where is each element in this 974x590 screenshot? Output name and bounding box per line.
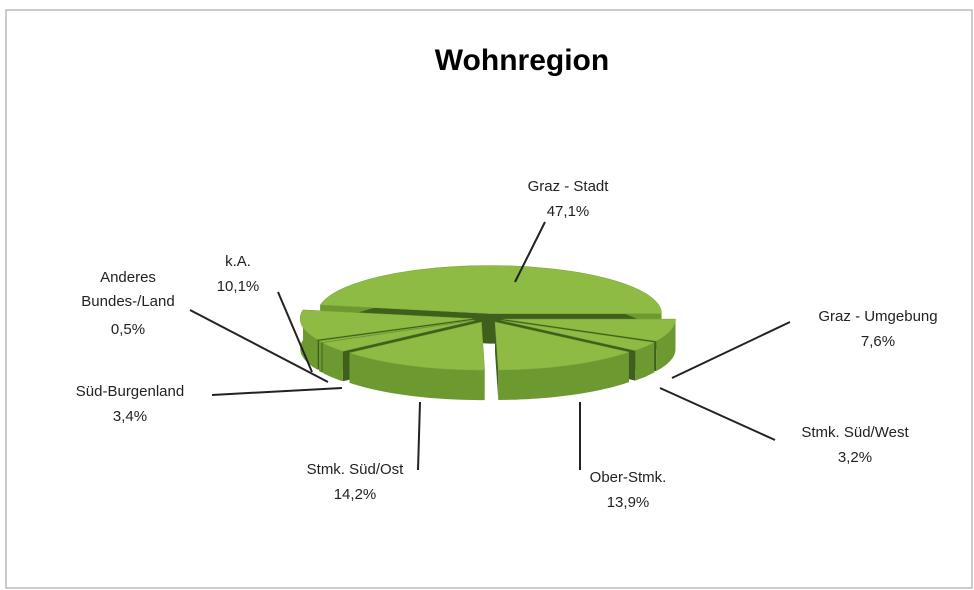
category-label: Ober-Stmk. <box>590 469 667 486</box>
category-label: Süd-Burgenland <box>76 383 184 400</box>
category-label: k.A. <box>225 253 251 270</box>
leader-line <box>514 221 546 283</box>
category-label: Graz - Umgebung <box>818 308 937 325</box>
slice-edge-wall <box>495 322 499 400</box>
slice-top <box>503 318 676 342</box>
value-label: 7,6% <box>861 333 895 350</box>
slice-top <box>501 320 656 351</box>
leader-line <box>671 321 791 379</box>
slice-outer-wall <box>498 352 629 400</box>
slice-top <box>321 320 475 352</box>
slice-top <box>299 309 473 340</box>
value-label: 47,1% <box>547 203 590 220</box>
category-label: Anderes Bundes-/Land <box>81 269 174 310</box>
slice-outer-wall <box>349 352 485 401</box>
chart-title: Wohnregion <box>435 44 609 77</box>
slice-top <box>348 321 485 371</box>
slice <box>348 321 485 401</box>
slice-outer-wall <box>322 342 343 382</box>
leader-line <box>277 291 313 373</box>
leader-line <box>189 309 329 383</box>
slice-top <box>318 319 474 343</box>
value-label: 3,4% <box>113 408 147 425</box>
value-label: 13,9% <box>607 494 650 511</box>
slice <box>494 321 630 400</box>
category-label: Stmk. Süd/West <box>801 424 909 441</box>
slice-top <box>494 321 630 371</box>
slice-outer-wall <box>656 319 676 372</box>
slice-outer-wall <box>319 341 322 373</box>
leader-line <box>417 401 421 471</box>
slice-top <box>319 265 662 314</box>
value-label: 10,1% <box>217 278 260 295</box>
pie <box>299 265 676 401</box>
value-label: 0,5% <box>111 321 145 338</box>
value-label: 14,2% <box>334 486 377 503</box>
leader-line <box>659 387 776 441</box>
category-label: Stmk. Süd/Ost <box>307 461 405 478</box>
category-label: Graz - Stadt <box>528 178 610 195</box>
slice-outer-wall <box>635 342 655 381</box>
leader-line <box>211 387 343 396</box>
value-label: 3,2% <box>838 449 872 466</box>
labels: Graz - Stadt 47,1% Graz - Umgebung 7,6% Stmk… <box>76 178 938 511</box>
